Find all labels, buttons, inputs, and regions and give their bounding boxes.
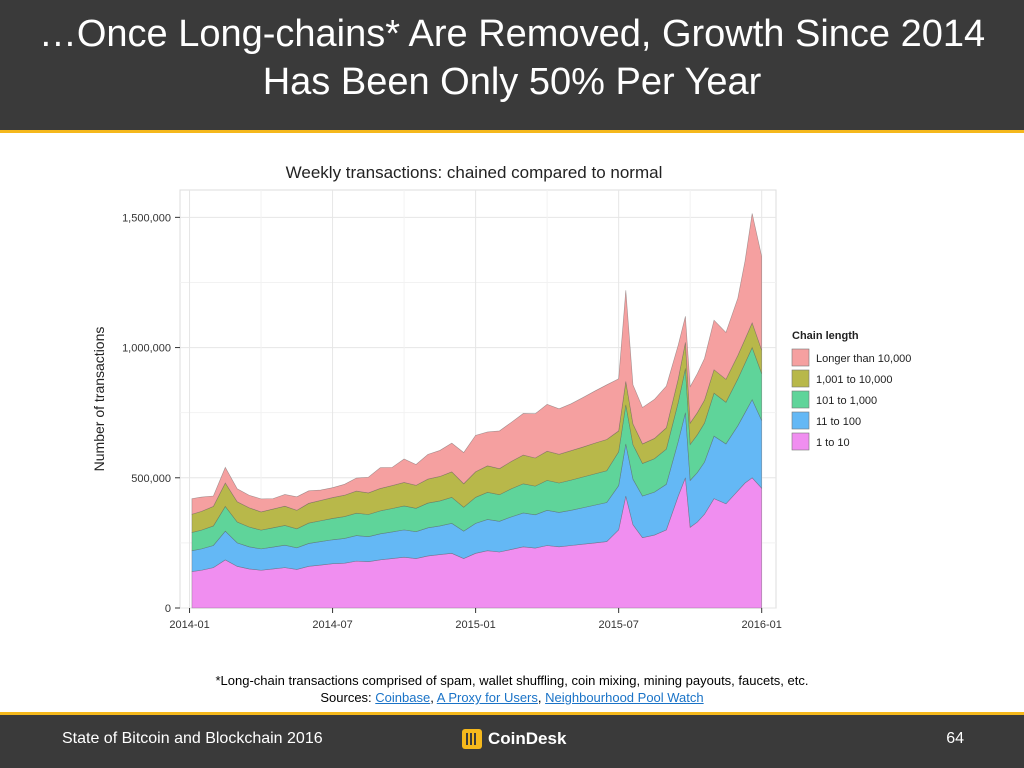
x-tick-label: 2015-01 [455, 619, 495, 631]
legend-swatch [791, 390, 810, 409]
chart-title: Weekly transactions: chained compared to… [286, 163, 663, 182]
legend-swatch [791, 369, 810, 388]
area-series-5 [191, 213, 762, 515]
footer-deck-title: State of Bitcoin and Blockchain 2016 [62, 730, 323, 747]
slide-footer [0, 712, 1024, 768]
slide-header [0, 0, 1024, 130]
y-tick-label: 1,000,000 [122, 343, 171, 355]
legend-label: 101 to 1,000 [816, 395, 877, 407]
legend-label: 1,001 to 10,000 [816, 374, 892, 386]
legend-label: Longer than 10,000 [816, 353, 911, 365]
y-tick-label: 1,500,000 [122, 212, 171, 224]
slide-title-line-1: …Once Long-chains* Are Removed, Growth S… [38, 13, 986, 55]
legend-swatch [791, 411, 810, 430]
legend-swatch [791, 348, 810, 367]
brand-name: CoinDesk [488, 729, 567, 748]
footnotes: *Long-chain transactions comprised of sp… [0, 672, 1024, 706]
x-tick-label: 2014-01 [169, 619, 209, 631]
legend-label: 1 to 10 [816, 437, 850, 449]
x-tick-label: 2016-01 [742, 619, 782, 631]
x-tick-label: 2014-07 [312, 619, 352, 631]
long-chain-footnote: *Long-chain transactions comprised of sp… [215, 673, 809, 688]
chart-container: Weekly transactions: chained compared to… [88, 152, 940, 640]
source-link-coinbase[interactable]: Coinbase [375, 690, 431, 705]
header-accent-rule [0, 130, 1024, 133]
source-link-proxy-for-users[interactable]: A Proxy for Users [436, 690, 538, 705]
y-tick-label: 0 [165, 603, 171, 615]
footer-accent-rule [0, 712, 1024, 715]
legend-swatch [791, 432, 810, 451]
y-tick-label: 500,000 [131, 473, 171, 485]
x-tick-label: 2015-07 [598, 619, 638, 631]
stacked-area-chart: Weekly transactions: chained compared to… [88, 152, 940, 640]
source-link-neighbourhood-pool-watch[interactable]: Neighbourhood Pool Watch [545, 690, 704, 705]
coindesk-icon [462, 729, 482, 749]
legend-label: 11 to 100 [816, 416, 861, 428]
legend-title: Chain length [792, 330, 859, 342]
sources-label: Sources: [320, 690, 372, 705]
coindesk-logo: CoinDesk [462, 727, 566, 751]
slide-title: …Once Long-chains* Are Removed, Growth S… [0, 10, 1024, 106]
page-number: 64 [946, 730, 964, 747]
y-axis-label: Number of transactions [91, 327, 107, 472]
sources-line: Sources: Coinbase, A Proxy for Users, Ne… [320, 690, 704, 705]
chart-legend: Chain length Longer than 10,000 1,001 to 1… [791, 330, 911, 451]
slide-title-line-2: Has Been Only 50% Per Year [262, 61, 762, 103]
